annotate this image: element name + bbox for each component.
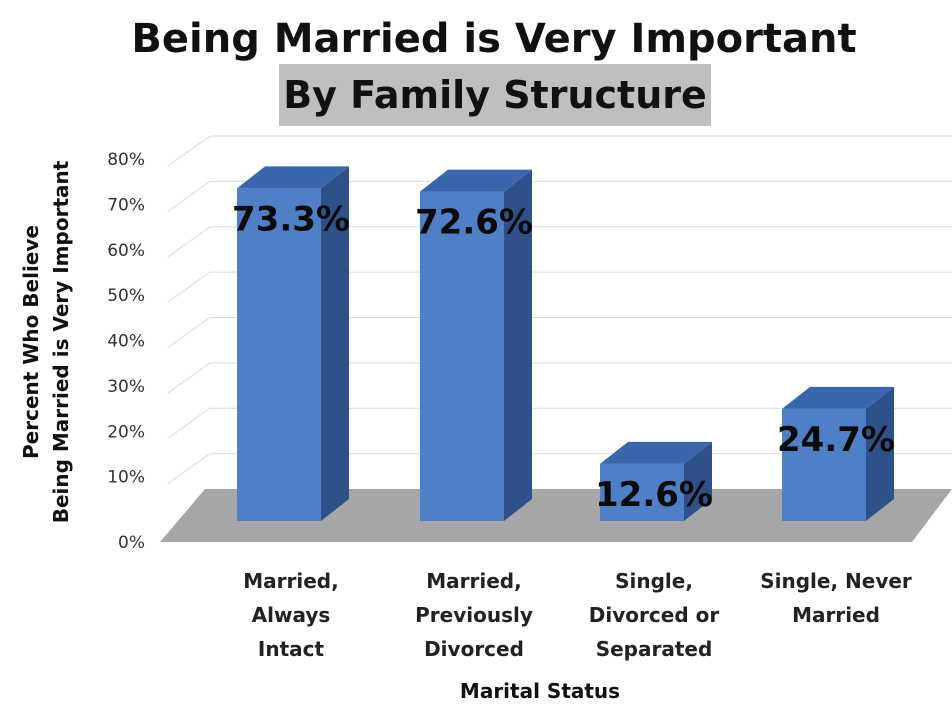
data-label: 72.6% <box>415 203 533 243</box>
data-label: 73.3% <box>232 199 350 239</box>
data-label: 12.6% <box>595 475 713 515</box>
subtitle-background <box>279 64 711 126</box>
x-axis-title: Marital Status <box>460 679 620 703</box>
y-axis-title-line-1: Percent Who Believe <box>19 225 43 459</box>
x-category-label: Single, <box>615 569 693 593</box>
y-tick-label: 70% <box>107 195 145 215</box>
gridline-diag <box>167 180 211 212</box>
bar-side <box>504 169 532 521</box>
bar-front <box>782 408 866 521</box>
bar-top <box>420 169 532 192</box>
gridline-diag <box>167 317 211 348</box>
bar-top <box>600 441 712 464</box>
gridline-diag <box>167 135 211 167</box>
gridline-diag <box>167 407 211 439</box>
y-tick-label: 40% <box>107 332 145 352</box>
bar-side <box>684 441 712 521</box>
chart-floor <box>160 489 952 542</box>
x-category-label: Divorced or <box>589 603 720 627</box>
gridline-diag <box>167 362 211 394</box>
gridline-diag <box>167 453 211 485</box>
y-tick-label: 0% <box>118 533 145 553</box>
bar <box>600 441 712 521</box>
bar-front <box>420 191 504 521</box>
x-axis-categories: Married, Always Intact Married, Previously Di… <box>243 569 912 661</box>
bar-side <box>321 166 349 521</box>
bar-side <box>866 386 894 521</box>
y-tick-label: 60% <box>107 241 145 261</box>
x-category-label: Separated <box>596 637 713 661</box>
bar <box>237 166 349 521</box>
y-axis-ticks: 0% 10% 20% 30% 40% 50% 60% 70% 80% <box>107 150 145 553</box>
y-tick-label: 10% <box>107 468 145 488</box>
bar <box>782 386 894 521</box>
chart-title: Being Married is Very Important <box>131 16 856 62</box>
chart-subtitle: By Family Structure <box>283 73 707 117</box>
x-category-label: Always <box>252 603 331 627</box>
x-category-label: Divorced <box>424 637 524 661</box>
y-tick-label: 30% <box>107 377 145 397</box>
x-category-label: Intact <box>258 637 325 661</box>
gridline-diag <box>167 271 211 303</box>
y-tick-label: 20% <box>107 422 145 442</box>
x-category-label: Married, <box>243 569 338 593</box>
bars <box>237 166 894 521</box>
x-category-label: Single, Never <box>760 569 912 593</box>
y-tick-label: 50% <box>107 286 145 306</box>
bar-top <box>782 386 894 409</box>
x-category-label: Married, <box>426 569 521 593</box>
data-labels: 73.3% 72.6% 12.6% 24.7% <box>232 199 895 514</box>
x-category-label: Married <box>792 603 880 627</box>
x-category-label: Previously <box>415 603 533 627</box>
y-axis-title-line-2: Being Married is Very Important <box>49 160 73 523</box>
gridline-diag <box>167 226 211 258</box>
data-label: 24.7% <box>777 420 895 460</box>
bar-top <box>237 166 349 189</box>
y-tick-label: 80% <box>107 150 145 170</box>
bar-front <box>600 463 684 521</box>
bar <box>420 169 532 521</box>
bar-front <box>237 188 321 521</box>
